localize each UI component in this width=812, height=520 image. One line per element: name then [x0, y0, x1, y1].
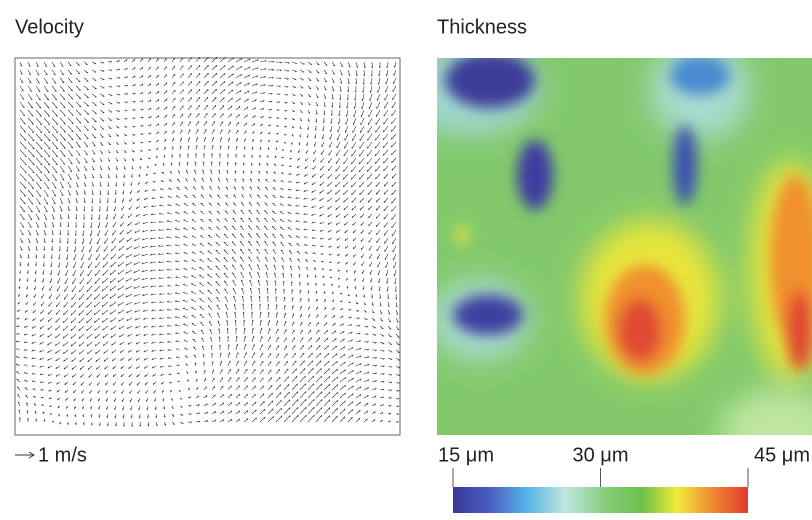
- colorbar-gradient: [453, 487, 748, 513]
- vector-field: [15, 56, 400, 427]
- colorbar: 15 μm 30 μm 45 μm: [438, 444, 810, 513]
- scale-label: 1 m/s: [38, 444, 87, 466]
- map-cores: [445, 58, 812, 375]
- thickness-map: [437, 58, 812, 435]
- colorbar-tick-label: 30 μm: [573, 444, 629, 466]
- vector-arrows: [15, 56, 400, 427]
- scale-arrow-head: [28, 451, 35, 459]
- panel-title: Thickness: [437, 16, 527, 38]
- panel-title: Velocity: [15, 16, 84, 38]
- colorbar-tick-label: 15 μm: [438, 444, 494, 466]
- colorbar-tick-label: 45 μm: [754, 444, 810, 466]
